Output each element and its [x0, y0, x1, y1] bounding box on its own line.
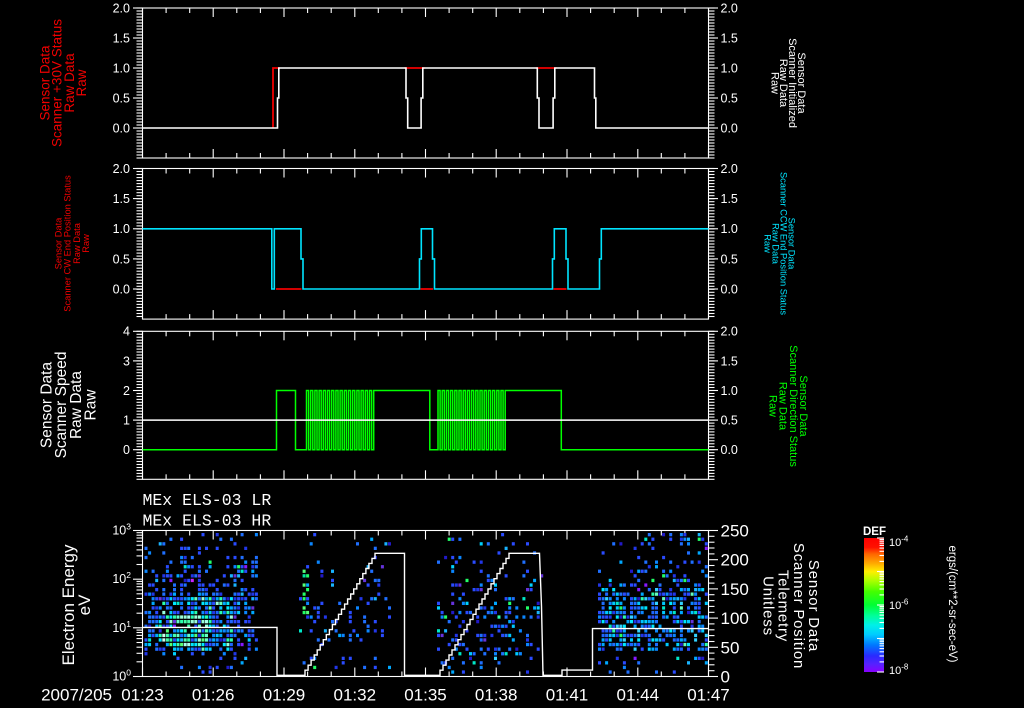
svg-text:01:38: 01:38	[475, 686, 518, 705]
svg-text:4: 4	[123, 325, 130, 339]
svg-text:0.5: 0.5	[721, 91, 738, 105]
svg-text:1.5: 1.5	[721, 31, 738, 45]
svg-text:1.0: 1.0	[721, 61, 738, 75]
svg-text:1.0: 1.0	[113, 61, 130, 75]
svg-text:1.0: 1.0	[721, 384, 738, 398]
svg-text:0.5: 0.5	[113, 252, 130, 266]
svg-text:250: 250	[721, 522, 749, 541]
svg-text:1.0: 1.0	[113, 222, 130, 236]
svg-text:01:44: 01:44	[617, 686, 660, 705]
svg-text:Sensor DataScanner Initialized: Sensor DataScanner InitializedRaw DataRa…	[768, 38, 807, 128]
svg-text:1.0: 1.0	[721, 222, 738, 236]
svg-text:MEx ELS-03 HR: MEx ELS-03 HR	[143, 512, 272, 531]
svg-text:1.5: 1.5	[721, 354, 738, 368]
svg-text:0.0: 0.0	[113, 282, 130, 296]
svg-text:2.0: 2.0	[113, 1, 130, 15]
svg-text:Sensor DataScanner Direction S: Sensor DataScanner Direction StatusRaw D…	[766, 345, 809, 467]
svg-text:3: 3	[123, 354, 130, 368]
svg-text:01:41: 01:41	[546, 686, 589, 705]
svg-text:01:32: 01:32	[334, 686, 377, 705]
svg-text:2007/205: 2007/205	[41, 686, 112, 705]
svg-text:0: 0	[721, 668, 730, 687]
svg-text:ergs/(cm**2-sr-sec-eV): ergs/(cm**2-sr-sec-eV)	[946, 546, 958, 663]
svg-text:200: 200	[721, 551, 749, 570]
svg-text:01:29: 01:29	[263, 686, 306, 705]
svg-text:150: 150	[721, 580, 749, 599]
svg-text:0.5: 0.5	[721, 252, 738, 266]
svg-text:0.0: 0.0	[721, 282, 738, 296]
svg-text:01:47: 01:47	[687, 686, 730, 705]
svg-text:50: 50	[721, 638, 740, 657]
svg-text:1: 1	[123, 414, 130, 428]
svg-text:Sensor DataScanner CW End Posi: Sensor DataScanner CW End Position Statu…	[54, 175, 92, 312]
svg-text:DEF: DEF	[863, 526, 886, 538]
svg-text:2.0: 2.0	[721, 162, 738, 176]
svg-text:2.0: 2.0	[113, 162, 130, 176]
svg-text:100: 100	[721, 609, 749, 628]
svg-text:0.0: 0.0	[721, 121, 738, 135]
svg-text:2.0: 2.0	[721, 1, 738, 15]
svg-text:1.5: 1.5	[113, 31, 130, 45]
svg-text:01:35: 01:35	[404, 686, 447, 705]
svg-text:1.5: 1.5	[113, 192, 130, 206]
svg-text:0.5: 0.5	[113, 91, 130, 105]
svg-text:2: 2	[123, 384, 130, 398]
svg-text:Electron EnergyeV: Electron EnergyeV	[59, 544, 94, 665]
svg-text:0.0: 0.0	[721, 443, 738, 457]
svg-text:0.0: 0.0	[113, 121, 130, 135]
svg-text:MEx ELS-03 LR: MEx ELS-03 LR	[143, 491, 272, 510]
svg-text:01:26: 01:26	[192, 686, 235, 705]
svg-text:2.0: 2.0	[721, 325, 738, 339]
svg-text:0: 0	[123, 443, 130, 457]
svg-text:Sensor DataScanner +30V Status: Sensor DataScanner +30V StatusRaw DataRa…	[37, 19, 89, 147]
svg-text:Sensor DataScanner PositionTel: Sensor DataScanner PositionTelemetryUnit…	[760, 543, 823, 669]
svg-text:Sensor DataScanner CCW End Pos: Sensor DataScanner CCW End Position Stat…	[763, 172, 797, 315]
svg-text:1.5: 1.5	[721, 192, 738, 206]
svg-text:Sensor DataScanner SpeedRaw Da: Sensor DataScanner SpeedRaw DataRaw	[38, 352, 99, 459]
svg-text:01:23: 01:23	[121, 686, 164, 705]
svg-text:0.5: 0.5	[721, 414, 738, 428]
